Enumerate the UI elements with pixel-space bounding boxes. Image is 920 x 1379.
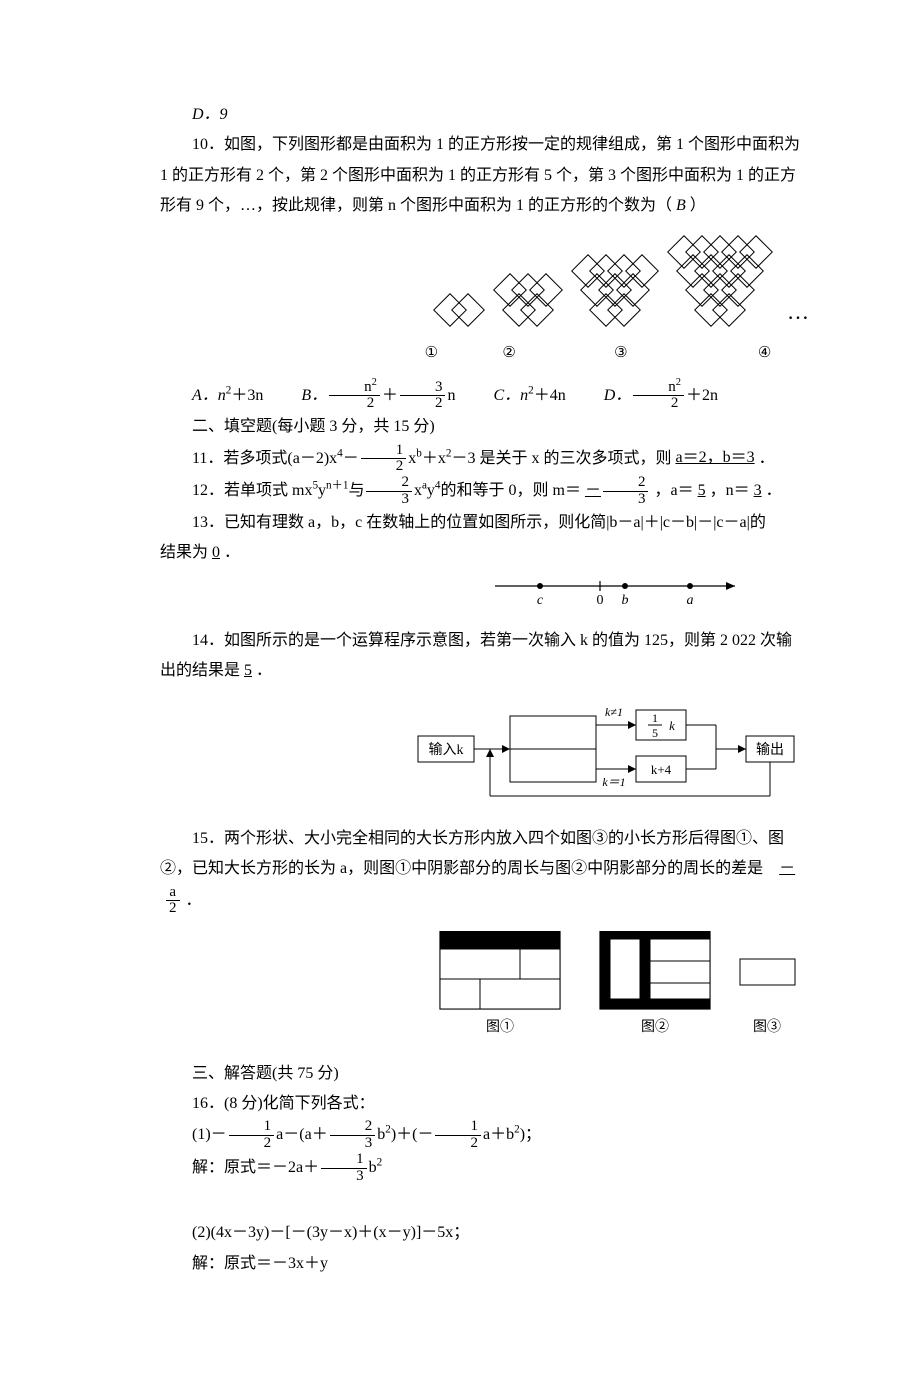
q14-flowchart: 输入k 1 5 k k+4 输出 k≠1 k＝1 <box>160 696 920 813</box>
svg-text:k≠1: k≠1 <box>605 705 623 719</box>
q14-stem-2: 出的结果是5． <box>160 656 920 686</box>
svg-text:输出: 输出 <box>756 742 784 758</box>
svg-text:5: 5 <box>652 726 658 740</box>
text: ＋4n <box>534 387 566 404</box>
svg-text:b: b <box>622 593 629 608</box>
q11-answer: a＝2，b＝3 <box>672 449 759 466</box>
svg-text:k: k <box>669 718 675 733</box>
text: ＋ <box>382 387 398 404</box>
q10-stem-2: 1 的正方形有 2 个，第 2 个图形中面积为 1 的正方形有 5 个，第 3 … <box>160 161 920 191</box>
dots-icon: … <box>787 291 809 333</box>
svg-text:a: a <box>687 593 694 608</box>
q13-answer: 0 <box>208 544 224 561</box>
q10-stem-1: 10．如图，下列图形都是由面积为 1 的正方形按一定的规律组成，第 1 个图形中… <box>160 130 920 160</box>
section-3-title: 三、解答题(共 75 分) <box>160 1059 920 1089</box>
q16-1: (1)－12a－(a＋23b2)＋(－12a＋b2)； <box>160 1119 920 1152</box>
text: 形有 9 个，…，按此规律，则第 n 个图形中面积为 1 的正方形的个数为（ <box>160 197 672 214</box>
q15-figure: 图① 图② 图③ <box>160 931 920 1052</box>
svg-text:图①: 图① <box>486 1019 514 1035</box>
text: n <box>447 387 455 404</box>
q16-head: 16．(8 分)化简下列各式： <box>160 1089 920 1119</box>
q10-options: A．n2＋3n B．n22＋32n C．n2＋4n D．n22＋2n <box>160 380 920 413</box>
q11: 11．若多项式(a－2)x4－12xb＋x2－3 是关于 x 的三次多项式，则a… <box>160 443 920 476</box>
q10-opt-a-lead: A．n <box>192 387 226 404</box>
q15-stem-3: a2． <box>160 885 920 918</box>
q10-figure: … <box>160 240 920 334</box>
label-1: ① <box>400 339 462 368</box>
svg-text:0: 0 <box>597 593 604 608</box>
q13-number-line: c 0 b a <box>160 574 920 619</box>
q12: 12．若单项式 mx5yn＋1与23xay4的和等于 0，则 m＝－23，a＝5… <box>160 475 920 508</box>
label-4: ④ <box>690 339 840 368</box>
q10-opt-c-lead: C．n <box>493 387 528 404</box>
q12-answer-a: 5 <box>694 482 710 499</box>
q16-2: (2)(4x－3y)－[－(3y－x)＋(x－y)]－5x； <box>160 1218 920 1248</box>
q12-answer-m: －23 <box>581 482 655 499</box>
svg-text:k＝1: k＝1 <box>602 775 625 789</box>
q10-opt-b-lead: B． <box>301 387 327 404</box>
text: ） <box>690 197 706 214</box>
label-3: ③ <box>556 339 686 368</box>
q10-opt-d-lead: D． <box>604 387 632 404</box>
text: ＋3n <box>231 387 263 404</box>
svg-text:图②: 图② <box>641 1019 669 1035</box>
text: 11．若多项式(a－2)x <box>192 449 337 466</box>
text: D．9 <box>192 106 228 123</box>
svg-text:c: c <box>537 593 544 608</box>
q15-stem-2: ②，已知大长方形的长为 a，则图①中阴影部分的周长与图②中阴影部分的周长的差是－ <box>160 854 920 884</box>
q10-stem-3: 形有 9 个，…，按此规律，则第 n 个图形中面积为 1 的正方形的个数为（B） <box>160 191 920 221</box>
q9-opt-d: D．9 <box>160 100 920 130</box>
q15-answer-sign: － <box>763 860 799 877</box>
section-2-title: 二、填空题(每小题 3 分，共 15 分) <box>160 412 920 442</box>
q13-stem-2: 结果为0． <box>160 538 920 568</box>
svg-text:k+4: k+4 <box>651 762 672 777</box>
q15-answer-frac: a2 <box>160 892 186 909</box>
q16-1-sol: 解：原式＝－2a＋13b2 <box>160 1152 920 1185</box>
label-2: ② <box>466 339 552 368</box>
q15-stem-1: 15．两个形状、大小完全相同的大长方形内放入四个如图③的小长方形后得图①、图 <box>160 824 920 854</box>
svg-text:图③: 图③ <box>753 1019 781 1035</box>
q14-answer: 5 <box>240 662 256 679</box>
svg-text:输入k: 输入k <box>429 742 464 758</box>
q13-stem-1: 13．已知有理数 a，b，c 在数轴上的位置如图所示，则化简|b－a|＋|c－b… <box>160 508 920 538</box>
svg-text:1: 1 <box>652 711 658 725</box>
q12-answer-n: 3 <box>750 482 766 499</box>
q10-figure-labels: ① ② ③ ④ <box>160 339 920 368</box>
q16-2-sol: 解：原式＝－3x＋y <box>160 1249 920 1279</box>
q10-answer: B <box>672 197 690 214</box>
q14-stem-1: 14．如图所示的是一个运算程序示意图，若第一次输入 k 的值为 125，则第 2… <box>160 626 920 656</box>
text: ＋2n <box>686 387 718 404</box>
